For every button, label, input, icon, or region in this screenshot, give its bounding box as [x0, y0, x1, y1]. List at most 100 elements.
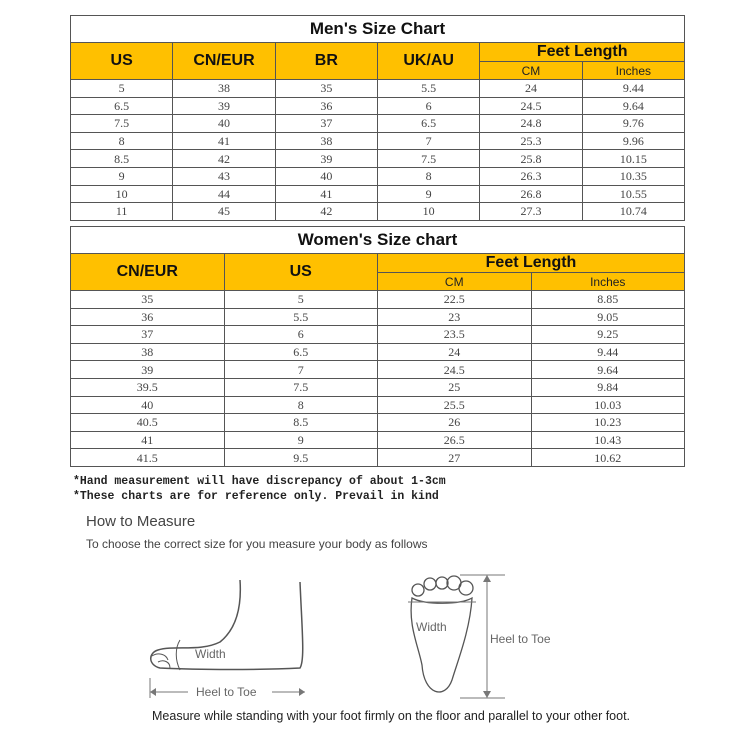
table-cell: 5.5	[223, 307, 378, 327]
table-cell: 39	[70, 360, 225, 379]
table-cell: 41	[172, 131, 276, 151]
table-cell: 25.8	[479, 149, 583, 168]
table-cell: 5.5	[376, 79, 481, 98]
note-reference: *These charts are for reference only. Pr…	[73, 490, 439, 503]
table-cell: 7.5	[376, 149, 481, 168]
table-cell: 9	[376, 184, 481, 204]
table-cell: 24	[377, 342, 532, 362]
table-cell: 41	[274, 184, 378, 204]
table-cell: 10.03	[530, 395, 685, 415]
table-cell: 40.5	[70, 413, 225, 432]
table-cell: 7.5	[223, 377, 378, 397]
table-row: 36 5.5 23 9.05	[70, 307, 685, 327]
col-cn-eur: CN/EUR	[70, 253, 225, 291]
table-cell: 43	[172, 166, 276, 186]
womens-size-chart: Women's Size chart CN/EUR US Feet Length…	[70, 226, 685, 467]
table-cell: 9.05	[530, 307, 685, 327]
table-cell: 26.8	[479, 184, 583, 204]
table-row: 7.5 40 37 6.5 24.8 9.76	[69, 114, 686, 133]
table-cell: 38	[172, 79, 276, 98]
table-cell: 24	[479, 79, 583, 98]
table-row: 38 6.5 24 9.44	[70, 342, 685, 362]
table-cell: 35	[70, 290, 225, 309]
note-discrepancy: *Hand measurement will have discrepancy …	[73, 475, 446, 488]
table-cell: 8.5	[69, 149, 174, 168]
heel-to-toe-label: Heel to Toe	[196, 685, 257, 699]
table-cell: 27.3	[479, 202, 583, 221]
table-cell: 6.5	[223, 342, 378, 362]
table-cell: 8.85	[530, 290, 685, 309]
table-cell: 9.5	[223, 448, 378, 467]
table-cell: 45	[172, 202, 276, 221]
table-cell: 9.44	[581, 79, 686, 98]
table-cell: 6	[376, 96, 481, 116]
table-cell: 7	[223, 360, 378, 379]
heel-to-toe-label: Heel to Toe	[490, 632, 551, 646]
table-cell: 9.96	[581, 131, 686, 151]
table-cell: 10.74	[581, 202, 686, 221]
table-row: 37 6 23.5 9.25	[70, 325, 685, 344]
table-cell: 9.64	[581, 96, 686, 116]
table-cell: 10.55	[581, 184, 686, 204]
col-inches: Inches	[581, 61, 686, 80]
table-row: 10 44 41 9 26.8 10.55	[69, 184, 686, 204]
table-cell: 10.62	[530, 448, 685, 467]
table-cell: 10	[376, 202, 481, 221]
col-cm: CM	[377, 272, 532, 291]
table-row: 39 7 24.5 9.64	[70, 360, 685, 379]
how-to-measure-subtitle: To choose the correct size for you measu…	[86, 537, 428, 551]
table-cell: 9.84	[530, 377, 685, 397]
table-cell: 7.5	[69, 114, 174, 133]
table-cell: 9.64	[530, 360, 685, 379]
table-cell: 38	[70, 342, 225, 362]
table-cell: 39.5	[70, 377, 225, 397]
table-row: 41.5 9.5 27 10.62	[70, 448, 685, 467]
measure-caption: Measure while standing with your foot fi…	[152, 709, 631, 723]
table-cell: 37	[274, 114, 378, 133]
table-cell: 8	[223, 395, 378, 415]
table-cell: 23	[377, 307, 532, 327]
table-cell: 10.23	[530, 413, 685, 432]
table-cell: 5	[69, 79, 174, 98]
table-cell: 25	[377, 377, 532, 397]
table-row: 9 43 40 8 26.3 10.35	[69, 166, 686, 186]
table-cell: 40	[70, 395, 225, 415]
table-cell: 39	[274, 149, 378, 168]
col-br: BR	[274, 42, 378, 80]
table-cell: 9.76	[581, 114, 686, 133]
table-cell: 24.5	[377, 360, 532, 379]
width-label: Width	[195, 647, 226, 661]
table-cell: 10.35	[581, 166, 686, 186]
table-cell: 36	[274, 96, 378, 116]
table-cell: 40	[274, 166, 378, 186]
col-cm: CM	[479, 61, 583, 80]
col-cn-eur: CN/EUR	[172, 42, 276, 80]
table-cell: 36	[70, 307, 225, 327]
table-cell: 41.5	[70, 448, 225, 467]
sole-foot-illustration: Width Heel to Toe	[408, 574, 551, 699]
table-row: 39.5 7.5 25 9.84	[70, 377, 685, 397]
table-cell: 9	[223, 430, 378, 450]
table-cell: 35	[274, 79, 378, 98]
table-cell: 24.8	[479, 114, 583, 133]
table-cell: 9	[69, 166, 174, 186]
mens-size-chart: Men's Size Chart US CN/EUR BR UK/AU Feet…	[69, 15, 686, 221]
table-cell: 37	[70, 325, 225, 344]
table-cell: 6.5	[69, 96, 174, 116]
col-uk-au: UK/AU	[376, 42, 481, 80]
table-row: 6.5 39 36 6 24.5 9.64	[69, 96, 686, 116]
table-cell: 42	[274, 202, 378, 221]
col-inches: Inches	[530, 272, 685, 291]
how-to-measure-title: How to Measure	[86, 513, 196, 530]
col-us: US	[223, 253, 378, 291]
side-foot-illustration: Width Heel to Toe	[149, 579, 305, 699]
womens-chart-title: Women's Size chart	[70, 226, 685, 254]
table-cell: 6	[223, 325, 378, 344]
table-cell: 11	[69, 202, 174, 221]
col-feet-length: Feet Length	[377, 253, 685, 273]
table-row: 40 8 25.5 10.03	[70, 395, 685, 415]
table-row: 5 38 35 5.5 24 9.44	[69, 79, 686, 98]
table-cell: 10.43	[530, 430, 685, 450]
table-cell: 6.5	[376, 114, 481, 133]
table-cell: 24.5	[479, 96, 583, 116]
